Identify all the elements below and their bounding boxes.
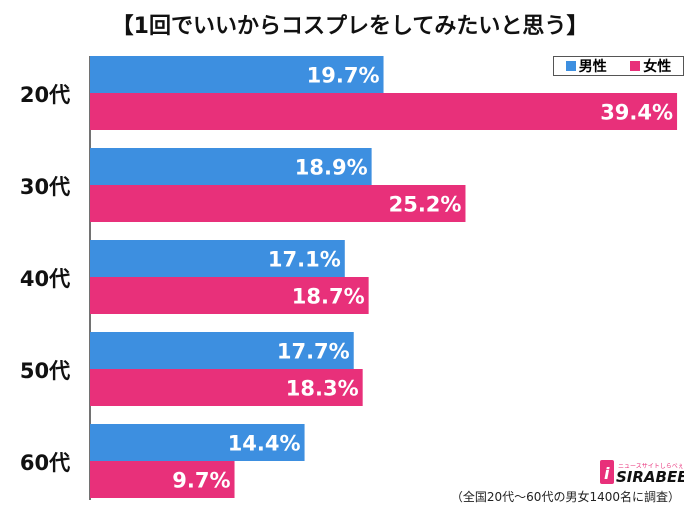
legend-label-female: 女性 xyxy=(643,59,672,75)
logo-subtext: ニュースサイトしらべぇ xyxy=(618,463,684,470)
legend: 男性 女性 xyxy=(553,56,684,76)
category-label: 20代 xyxy=(20,83,70,107)
legend-label-male: 男性 xyxy=(578,59,607,75)
data-label-male-2: 17.1% xyxy=(268,248,341,272)
logo-mark xyxy=(600,460,614,484)
data-label-female-2: 18.7% xyxy=(292,285,365,309)
bar-female-2 xyxy=(90,277,369,314)
logo-text: SIRABEE xyxy=(616,468,684,484)
data-label-male-4: 14.4% xyxy=(228,432,301,456)
bar-female-3 xyxy=(90,369,363,406)
data-label-male-1: 18.9% xyxy=(295,156,368,180)
bars-group: 20代 19.7% 39.4% 30代 18.9% 25.2% 40代 17.1% 18.7% 5… xyxy=(20,56,678,498)
legend-item-female: 女性 xyxy=(630,56,671,76)
footnote: （全国20代～60代の男女1400名に調査） xyxy=(450,490,680,504)
legend-item-male: 男性 xyxy=(565,56,607,76)
legend-swatch-male xyxy=(565,61,576,71)
category-label: 40代 xyxy=(20,267,70,291)
data-label-male-3: 17.7% xyxy=(277,340,350,364)
data-label-female-0: 39.4% xyxy=(600,101,673,125)
data-label-female-4: 9.7% xyxy=(172,469,230,493)
bar-female-1 xyxy=(90,185,466,222)
bar-male-4 xyxy=(90,424,305,461)
category-label: 30代 xyxy=(20,175,70,199)
data-label-male-0: 19.7% xyxy=(307,64,380,88)
bar-male-2 xyxy=(90,240,345,277)
bar-male-3 xyxy=(90,332,354,369)
logo-mark-letter: i xyxy=(604,464,610,483)
category-label: 60代 xyxy=(20,451,70,475)
bar-male-1 xyxy=(90,148,372,185)
sirabee-logo: i ニュースサイトしらべぇ SIRABEE xyxy=(600,460,684,484)
bar-male-0 xyxy=(90,56,384,93)
chart-title: 【1回でいいからコスプレをしてみたいと思う】 xyxy=(112,14,589,39)
legend-swatch-female xyxy=(630,61,641,71)
category-label: 50代 xyxy=(20,359,70,383)
bar-female-0 xyxy=(90,93,678,130)
data-label-female-1: 25.2% xyxy=(389,193,462,217)
bar-female-4 xyxy=(90,461,235,498)
data-label-female-3: 18.3% xyxy=(286,377,359,401)
